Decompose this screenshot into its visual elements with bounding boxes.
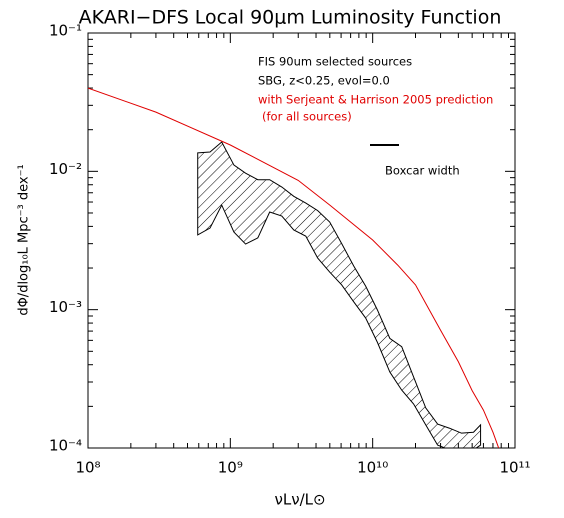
y-tick-label: 10⁻⁴ <box>49 437 82 455</box>
y-tick-label: 10⁻³ <box>49 298 82 316</box>
annotation: SBG, z<0.25, evol=0.0 <box>258 74 390 88</box>
x-axis-label: νLν/L⊙ <box>274 491 325 509</box>
x-tick-label: 10⁹ <box>218 459 243 477</box>
annotation: Boxcar width <box>385 164 460 178</box>
y-axis-label: dΦ/dlog₁₀L Mpc⁻³ dex⁻¹ <box>17 164 32 315</box>
x-tick-label: 10¹¹ <box>499 459 530 477</box>
plot-frame <box>87 32 516 449</box>
x-tick-label: 10¹⁰ <box>357 459 388 477</box>
annotation: with Serjeant & Harrison 2005 prediction <box>258 93 493 107</box>
band <box>197 141 482 448</box>
annotation: FIS 90um selected sources <box>258 55 412 69</box>
annotation: (for all sources) <box>262 110 352 124</box>
chart-title: AKARI−DFS Local 90μm Luminosity Function <box>79 7 502 29</box>
y-tick-label: 10⁻² <box>49 160 82 178</box>
x-tick-label: 10⁸ <box>75 459 100 477</box>
prediction-line <box>88 87 500 448</box>
y-tick-label: 10⁻¹ <box>49 22 82 40</box>
plot-area <box>88 87 500 448</box>
